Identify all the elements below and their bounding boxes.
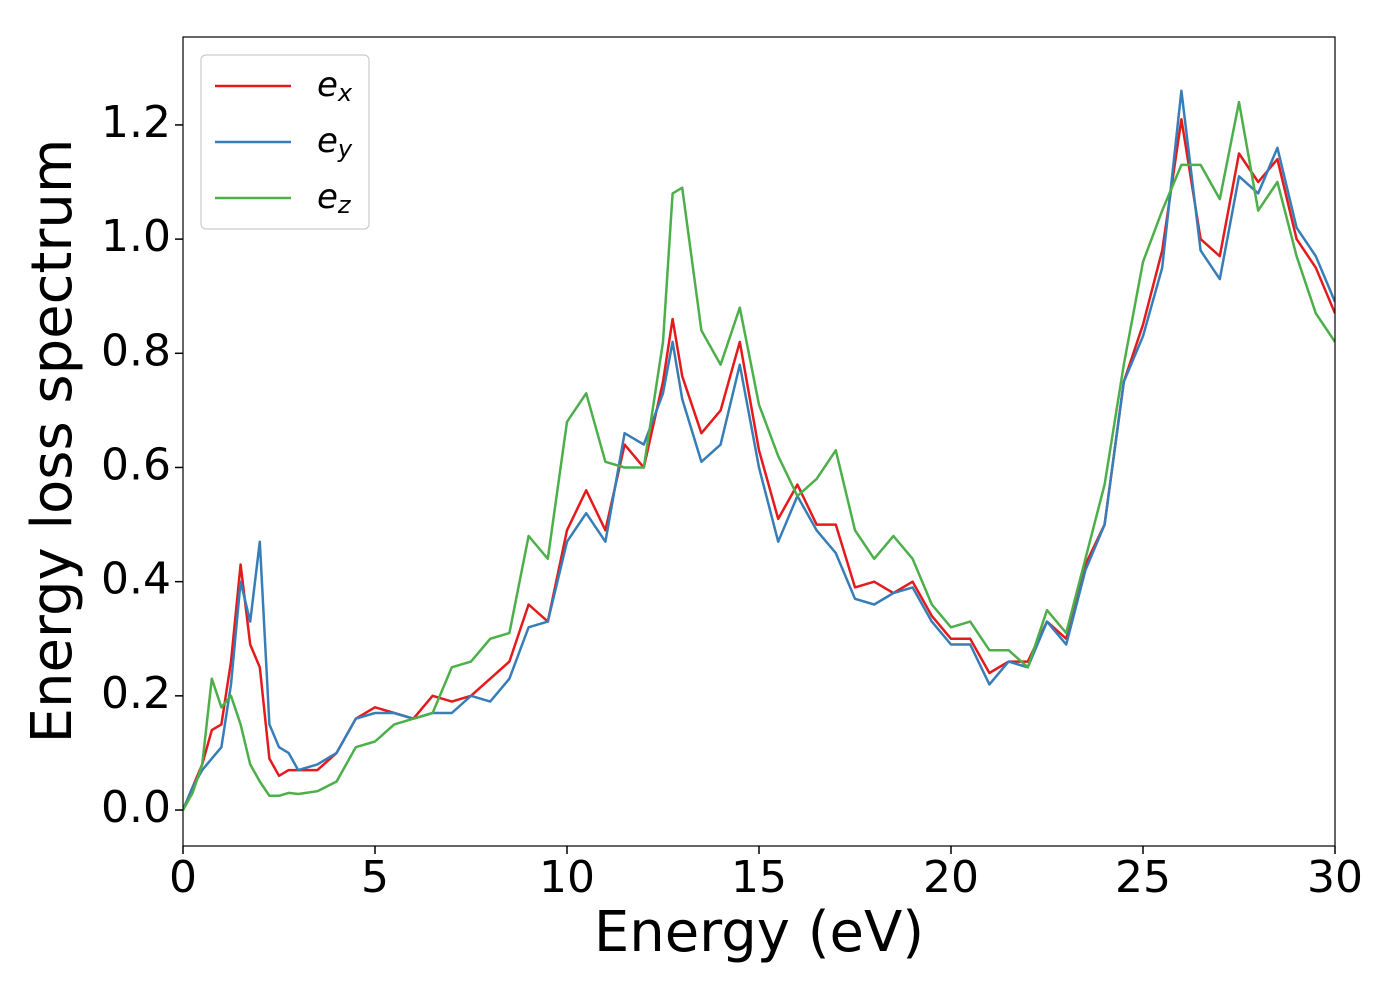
plot-frame <box>182 36 1336 847</box>
y-tick-label: 0.2 <box>101 668 171 719</box>
x-tick-label: 20 <box>923 852 979 903</box>
x-tick-label: 0 <box>169 852 197 903</box>
x-tick-label: 5 <box>361 852 389 903</box>
x-axis-label: Energy (eV) <box>594 900 924 965</box>
x-tick-label: 10 <box>539 852 595 903</box>
x-tick-label: 15 <box>731 852 787 903</box>
line <box>183 100 1335 811</box>
y-tick-label: 1.2 <box>101 97 171 148</box>
legend-label: ey <box>317 121 353 164</box>
y-tick-label: 0.6 <box>101 439 171 490</box>
y-axis-label: Energy loss spectrum <box>20 139 85 744</box>
legend-label: ez <box>317 177 352 220</box>
x-tick-label: 25 <box>1115 852 1171 903</box>
y-tick-label: 1.0 <box>101 211 171 262</box>
x-tick-label: 30 <box>1307 852 1363 903</box>
y-tick-label: 0.0 <box>101 782 171 833</box>
y-tick-label: 0.8 <box>101 325 171 376</box>
line <box>183 89 1335 811</box>
y-tick-label: 0.4 <box>101 554 171 605</box>
legend-label: ex <box>317 65 353 108</box>
